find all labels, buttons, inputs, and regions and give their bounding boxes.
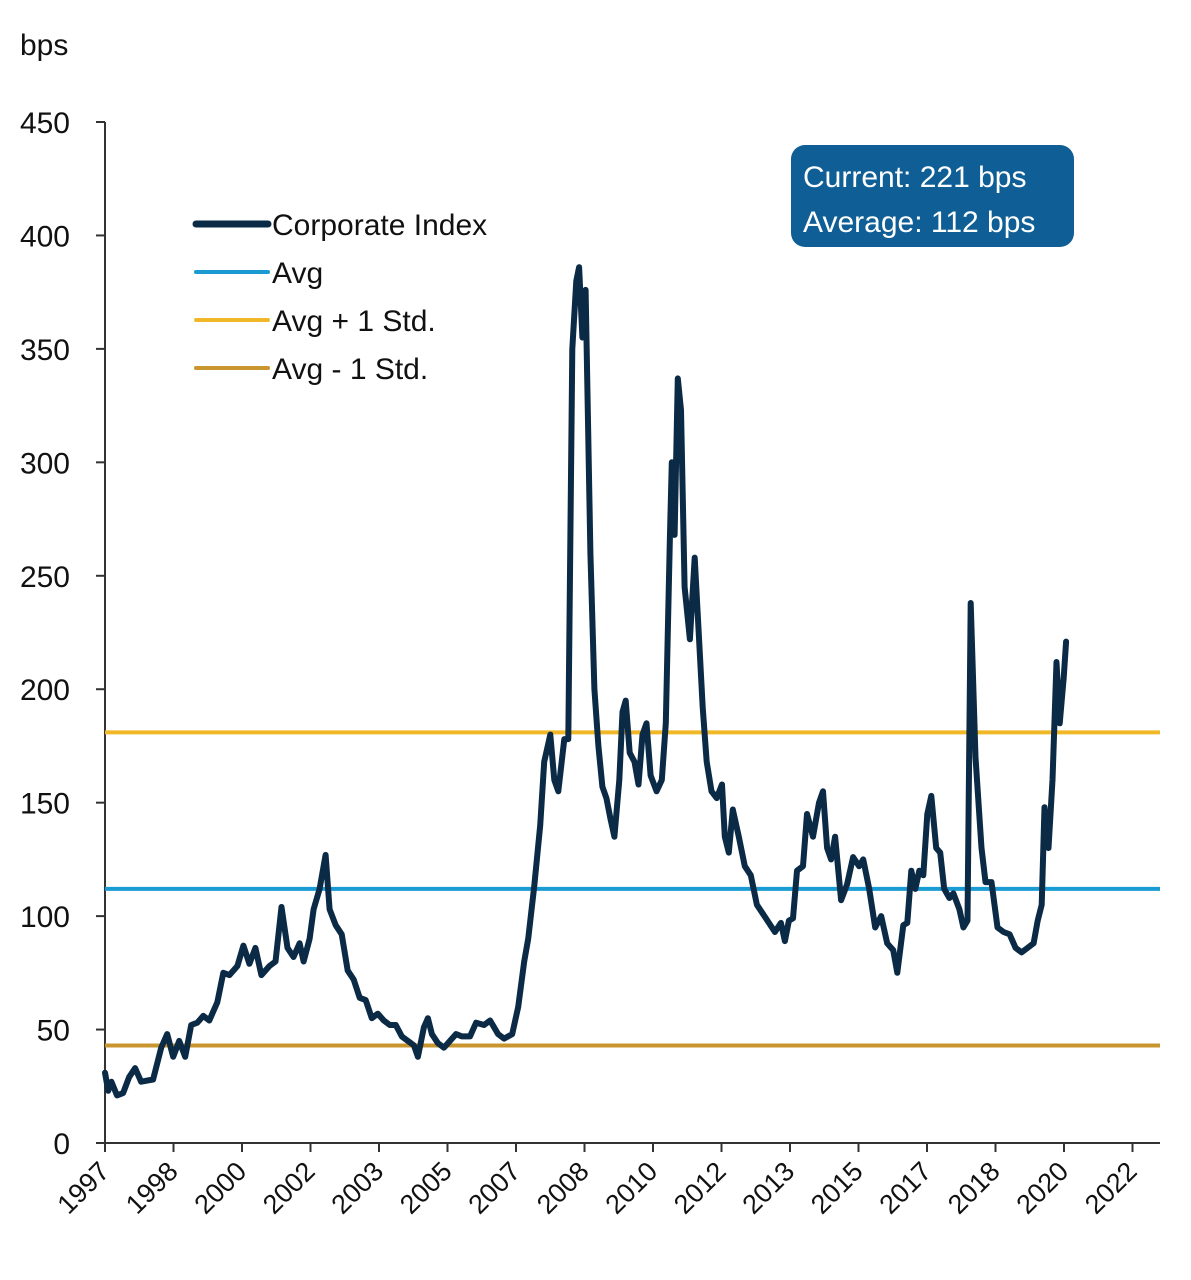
annotation-average: Average: 112 bps <box>803 206 1035 239</box>
y-tick-label: 450 <box>20 107 70 140</box>
x-tick-label: 2000 <box>189 1156 253 1220</box>
y-axis: 0 50 100 150 200 250 300 350 400 450 <box>20 107 106 1161</box>
annotation-background <box>791 145 1074 247</box>
y-tick-label: 150 <box>20 788 70 821</box>
y-tick-label: 400 <box>20 220 70 253</box>
x-tick-label: 2008 <box>531 1156 595 1220</box>
x-tick-label: 2017 <box>874 1156 938 1220</box>
y-tick-label: 200 <box>20 674 70 707</box>
legend: Corporate Index Avg Avg + 1 Std. Avg - 1 St… <box>192 209 487 386</box>
y-tick-label: 50 <box>37 1015 70 1048</box>
x-tick-label: 2018 <box>942 1156 1006 1220</box>
x-tick-label: 2002 <box>257 1156 321 1220</box>
y-axis-unit-label: bps <box>20 29 68 62</box>
y-tick-label: 100 <box>20 901 70 934</box>
x-tick-label: 2007 <box>463 1156 527 1220</box>
legend-label: Avg - 1 Std. <box>272 353 428 386</box>
x-tick-label: 2005 <box>394 1156 458 1220</box>
annotation-box: Current: 221 bps Average: 112 bps <box>791 145 1074 247</box>
x-tick-label: 2003 <box>326 1156 390 1220</box>
x-tick-label: 1998 <box>120 1156 184 1220</box>
x-tick-label: 2012 <box>668 1156 732 1220</box>
y-tick-label: 300 <box>20 447 70 480</box>
reference-lines <box>105 730 1160 1048</box>
annotation-current: Current: 221 bps <box>803 161 1026 194</box>
series-line-corporate-index <box>102 264 1070 1099</box>
legend-label: Avg + 1 Std. <box>272 305 436 338</box>
x-tick-label: 2020 <box>1011 1156 1075 1220</box>
x-tick-label: 2015 <box>805 1156 869 1220</box>
x-axis: 1997 1998 2000 2002 2003 2005 2007 2008 2010 2012… <box>52 1142 1160 1220</box>
x-tick-label: 1997 <box>52 1156 116 1220</box>
legend-label: Avg <box>272 257 323 290</box>
x-tick-label: 2010 <box>600 1156 664 1220</box>
series-lines <box>102 264 1070 1099</box>
x-tick-label: 2022 <box>1079 1156 1143 1220</box>
y-tick-label: 0 <box>53 1128 70 1161</box>
x-tick-label: 2013 <box>737 1156 801 1220</box>
y-tick-label: 250 <box>20 561 70 594</box>
legend-label: Corporate Index <box>272 209 487 242</box>
y-tick-label: 350 <box>20 334 70 367</box>
